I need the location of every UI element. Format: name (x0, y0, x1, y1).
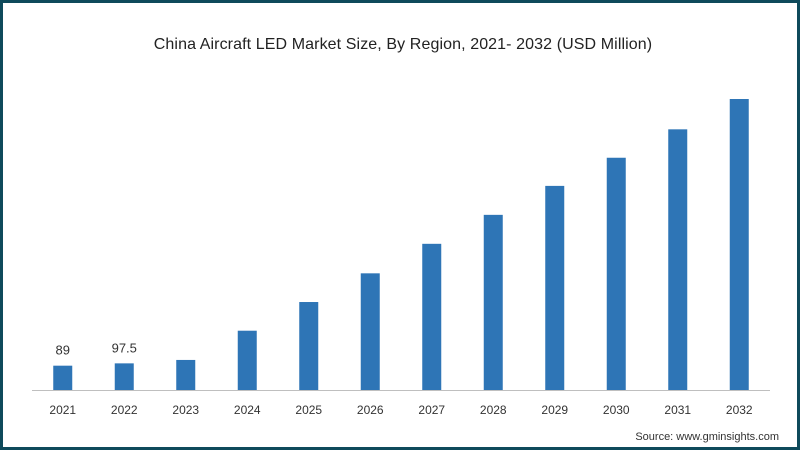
bar-2021 (53, 365, 73, 390)
x-tick-label: 2026 (357, 403, 384, 417)
labels-layer: 2021 89 2022 97.5 2023 2024 2025 2026 2027 2028 20… (49, 340, 753, 417)
data-label-2021: 89 (56, 343, 70, 358)
bar-2027 (422, 243, 442, 390)
bar-2031 (668, 129, 688, 390)
x-tick-label: 2029 (541, 403, 568, 417)
bar-2025 (299, 302, 319, 390)
bar-2024 (237, 330, 257, 390)
bars-layer (53, 99, 749, 390)
x-tick-label: 2024 (234, 403, 261, 417)
x-tick-label: 2032 (726, 403, 753, 417)
bar-2028 (483, 214, 503, 390)
bar-2032 (729, 99, 749, 390)
x-tick-label: 2031 (664, 403, 691, 417)
data-label-2022: 97.5 (112, 340, 137, 355)
bar-2023 (176, 359, 196, 390)
bar-2029 (545, 185, 565, 390)
bar-2030 (606, 157, 626, 390)
x-tick-label: 2023 (172, 403, 199, 417)
source-text: Source: www.gminsights.com (635, 431, 779, 443)
x-tick-label: 2027 (418, 403, 445, 417)
x-tick-label: 2030 (603, 403, 630, 417)
chart-title: China Aircraft LED Market Size, By Regio… (153, 36, 653, 53)
bar-2022 (114, 363, 134, 390)
x-tick-label: 2022 (111, 403, 138, 417)
x-tick-label: 2025 (295, 403, 322, 417)
x-tick-label: 2028 (480, 403, 507, 417)
x-tick-label: 2021 (49, 403, 76, 417)
bar-2026 (360, 273, 380, 390)
